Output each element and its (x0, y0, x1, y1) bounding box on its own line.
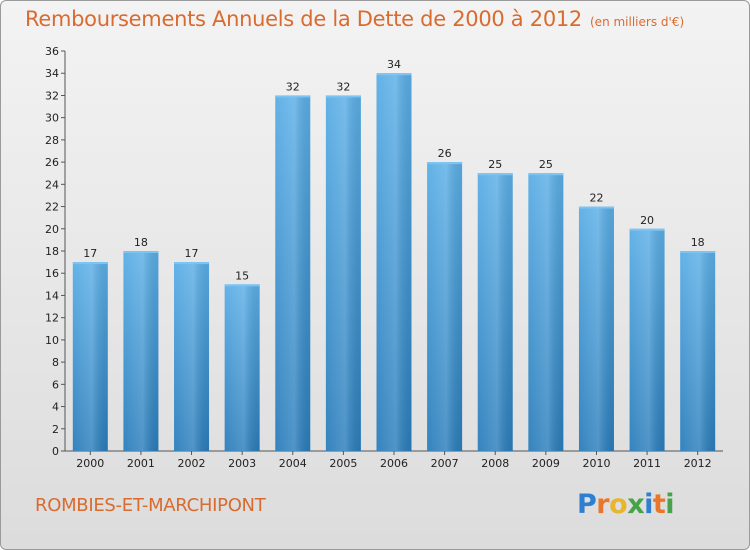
x-tick-label: 2007 (431, 457, 459, 470)
bar-top-highlight (325, 95, 361, 98)
bar-shine (224, 284, 260, 451)
x-tick-label: 2012 (684, 457, 712, 470)
bar-shine (275, 95, 311, 451)
x-tick-label: 2002 (178, 457, 206, 470)
y-tick-label: 34 (45, 67, 59, 80)
bar-shine (578, 206, 614, 451)
y-tick-label: 8 (52, 356, 59, 369)
bar-top-highlight (528, 173, 564, 176)
bar-shine (123, 251, 159, 451)
y-tick-label: 30 (45, 112, 59, 125)
y-tick-label: 24 (45, 178, 59, 191)
bar-top-highlight (72, 262, 108, 265)
data-label: 17 (83, 247, 97, 260)
y-tick-label: 0 (52, 445, 59, 458)
data-label: 22 (589, 192, 603, 205)
y-tick-label: 2 (52, 423, 59, 436)
logo-letter: t (652, 489, 666, 520)
y-tick-label: 14 (45, 289, 59, 302)
bar-shine (629, 228, 665, 451)
bar-top-highlight (629, 228, 665, 231)
x-tick-label: 2001 (127, 457, 155, 470)
data-label: 32 (286, 80, 300, 93)
y-tick-label: 20 (45, 223, 59, 236)
bar-shine (325, 95, 361, 451)
bar-shine (376, 73, 412, 451)
bar-series (72, 73, 716, 451)
x-tick-label: 2011 (633, 457, 661, 470)
logo-letter: i (644, 489, 653, 520)
y-tick-label: 22 (45, 201, 59, 214)
y-tick-label: 26 (45, 156, 59, 169)
bar-top-highlight (376, 73, 412, 76)
x-tick-label: 2005 (329, 457, 357, 470)
bar-top-highlight (275, 95, 311, 98)
bar-top-highlight (578, 206, 614, 209)
data-label: 25 (539, 158, 553, 171)
logo-letter: P (577, 489, 597, 520)
bar-top-highlight (123, 251, 159, 253)
logo-letter: x (627, 489, 645, 520)
data-label: 25 (488, 158, 502, 171)
data-label: 18 (134, 236, 148, 249)
x-tick-label: 2008 (481, 457, 509, 470)
logo-letter: r (596, 489, 610, 520)
chart-subtitle: (en milliers d'€) (590, 15, 685, 29)
bar-top-highlight (477, 173, 513, 176)
y-tick-label: 4 (52, 401, 59, 414)
y-tick-label: 10 (45, 334, 59, 347)
chart-title: Remboursements Annuels de la Dette de 20… (25, 7, 685, 31)
x-tick-label: 2009 (532, 457, 560, 470)
data-label: 20 (640, 214, 654, 227)
x-tick-label: 2000 (76, 457, 104, 470)
bar-shine (528, 173, 564, 451)
data-label: 32 (336, 80, 350, 93)
bar-shine (174, 262, 210, 451)
data-label: 26 (438, 147, 452, 160)
data-label: 15 (235, 269, 249, 282)
data-label: 17 (185, 247, 199, 260)
y-tick-label: 36 (45, 45, 59, 58)
bar-shine (72, 262, 108, 451)
logo-letter: i (665, 489, 675, 520)
y-tick-label: 6 (52, 378, 59, 391)
bar-top-highlight (224, 284, 260, 287)
y-tick-label: 12 (45, 312, 59, 325)
x-tick-label: 2004 (279, 457, 307, 470)
bar-top-highlight (174, 262, 210, 265)
data-label: 18 (691, 236, 705, 249)
bar-top-highlight (427, 162, 463, 165)
y-tick-label: 18 (45, 245, 59, 258)
y-tick-label: 28 (45, 134, 59, 147)
x-tick-label: 2003 (228, 457, 256, 470)
bar-shine (680, 251, 716, 451)
y-tick-label: 16 (45, 267, 59, 280)
data-label: 34 (387, 58, 401, 71)
x-tick-label: 2010 (582, 457, 610, 470)
commune-name: ROMBIES-ET-MARCHIPONT (35, 495, 266, 516)
bar-shine (427, 162, 463, 451)
bar-shine (477, 173, 513, 451)
y-tick-label: 32 (45, 89, 59, 102)
x-tick-label: 2006 (380, 457, 408, 470)
data-labels: 17 18 17 15 32 32 34 26 25 25 22 20 18 (83, 58, 704, 282)
logo-letter: o (609, 489, 628, 520)
proxiti-logo: Proxiti (577, 489, 675, 520)
bar-top-highlight (680, 251, 716, 253)
